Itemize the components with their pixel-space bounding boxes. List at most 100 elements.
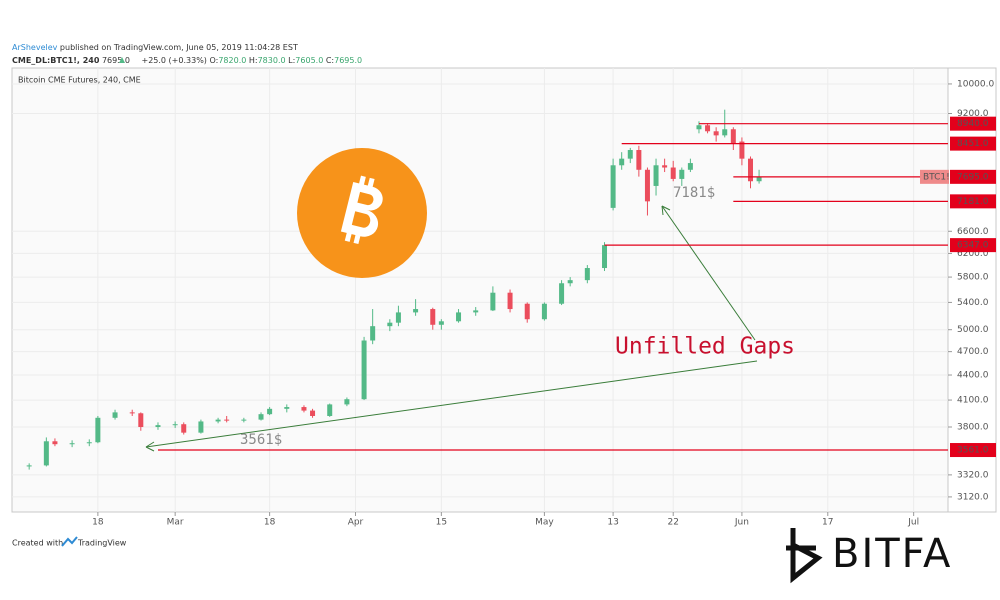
- candle-body: [662, 165, 668, 168]
- candle-body: [473, 310, 479, 313]
- candle-body: [310, 410, 316, 416]
- symbol: CME_DL:BTC1!, 240: [12, 56, 100, 65]
- c-value: 7695.0: [334, 56, 362, 65]
- h-label: H:: [249, 56, 258, 65]
- candle-body: [430, 309, 436, 325]
- candle-body: [619, 158, 625, 166]
- price-tag-label: 7695.0: [957, 172, 989, 182]
- candle-body: [705, 125, 711, 132]
- candle-body: [198, 421, 204, 433]
- author: ArShevelev: [12, 43, 58, 52]
- candle-body: [395, 312, 401, 323]
- candles: [26, 109, 762, 470]
- candle-body: [653, 165, 659, 186]
- price-tag: [950, 443, 996, 458]
- x-tick-label: Jul: [907, 518, 919, 528]
- annotation: Unfilled Gaps: [615, 334, 795, 360]
- candle-body: [747, 158, 753, 182]
- up-arrow: [119, 57, 125, 63]
- last: 7695.0: [102, 56, 130, 65]
- candle-body: [567, 280, 573, 284]
- candle-body: [138, 413, 144, 428]
- bitcoin-logo: [297, 148, 427, 278]
- price-tag: [950, 116, 996, 131]
- price-tag-label: 8940.0: [957, 119, 989, 129]
- candle-body: [456, 312, 462, 322]
- candle-body: [722, 129, 728, 136]
- price-tag: [950, 136, 996, 151]
- candle-body: [559, 283, 565, 304]
- x-tick-label: 17: [822, 518, 833, 528]
- plot-area: [11, 67, 949, 513]
- candle-body: [327, 404, 333, 416]
- candle-body: [86, 442, 92, 444]
- x-tick-label: 18: [264, 518, 276, 528]
- candle-body: [370, 326, 376, 341]
- y-tick-label: 5800.0: [957, 273, 989, 283]
- candle-body: [584, 268, 590, 281]
- y-tick-label: 5400.0: [957, 298, 989, 308]
- candle-body: [610, 165, 616, 208]
- candle-body: [541, 303, 547, 320]
- y-tick-label: 4100.0: [957, 396, 989, 406]
- candle-body: [69, 443, 75, 445]
- arrows: [145, 205, 758, 452]
- x-tick-label: 13: [607, 518, 618, 528]
- candle-body: [438, 321, 444, 325]
- candle-body: [344, 399, 350, 405]
- y-tick-label: 4700.0: [957, 347, 989, 357]
- l-label: L:: [288, 56, 295, 65]
- candle-body: [26, 465, 32, 467]
- candle-body: [739, 141, 745, 159]
- x-tick-label: 22: [667, 518, 678, 528]
- price-tag-label: 3561.0: [957, 446, 989, 456]
- change: +25.0 (+0.33%): [142, 56, 207, 65]
- chart-title: Bitcoin CME Futures, 240, CME: [18, 76, 141, 85]
- price-tag-label: 7181.0: [957, 197, 989, 207]
- y-tick-label: 6600.0: [957, 227, 989, 237]
- candle-body: [284, 407, 290, 409]
- candle-body: [687, 163, 693, 170]
- candle-body: [301, 407, 307, 411]
- candle-body: [679, 169, 685, 179]
- candle-body: [713, 131, 719, 136]
- bitfa-icon: [786, 528, 823, 584]
- arrow-line: [145, 360, 758, 448]
- y-tick-label: 3320.0: [957, 470, 989, 480]
- y-tick-label: 5000.0: [957, 325, 989, 335]
- header-line: ArShevelev published on TradingView.com,…: [12, 43, 298, 52]
- candle-body: [258, 414, 264, 420]
- tv-icon: [61, 536, 78, 547]
- candle-body: [155, 425, 161, 428]
- footer-created: Created with: [12, 539, 63, 548]
- candle-body: [644, 169, 650, 202]
- candle-body: [413, 309, 419, 313]
- h-value: 7830.0: [258, 56, 286, 65]
- candle-body: [361, 340, 367, 400]
- y-tick-label: 3800.0: [957, 423, 989, 433]
- footer-brand: TradingView: [77, 539, 127, 548]
- candle-body: [627, 150, 633, 159]
- x-tick-label: 15: [436, 518, 447, 528]
- candle-body: [387, 322, 393, 327]
- candle-body: [670, 167, 676, 179]
- candle-body: [602, 245, 608, 269]
- arrow-line: [661, 205, 756, 341]
- candle-body: [52, 441, 58, 445]
- symbol-tag: [920, 169, 949, 184]
- candle-body: [181, 424, 187, 433]
- l-value: 7605.0: [295, 56, 323, 65]
- candle-body: [507, 292, 513, 310]
- candle-body: [636, 150, 642, 170]
- x-tick-label: Apr: [348, 518, 364, 528]
- price-tag: [950, 169, 996, 184]
- candle-body: [43, 441, 49, 466]
- price-tag: [950, 238, 996, 253]
- candle-body: [172, 424, 178, 426]
- x-tick-label: Mar: [167, 518, 184, 528]
- candle-body: [95, 417, 101, 443]
- candle-body: [524, 303, 530, 320]
- ohlc-line: CME_DL:BTC1!, 240 7695.0 +25.0 (+0.33%) …: [12, 56, 362, 65]
- arrow-head: [145, 441, 155, 452]
